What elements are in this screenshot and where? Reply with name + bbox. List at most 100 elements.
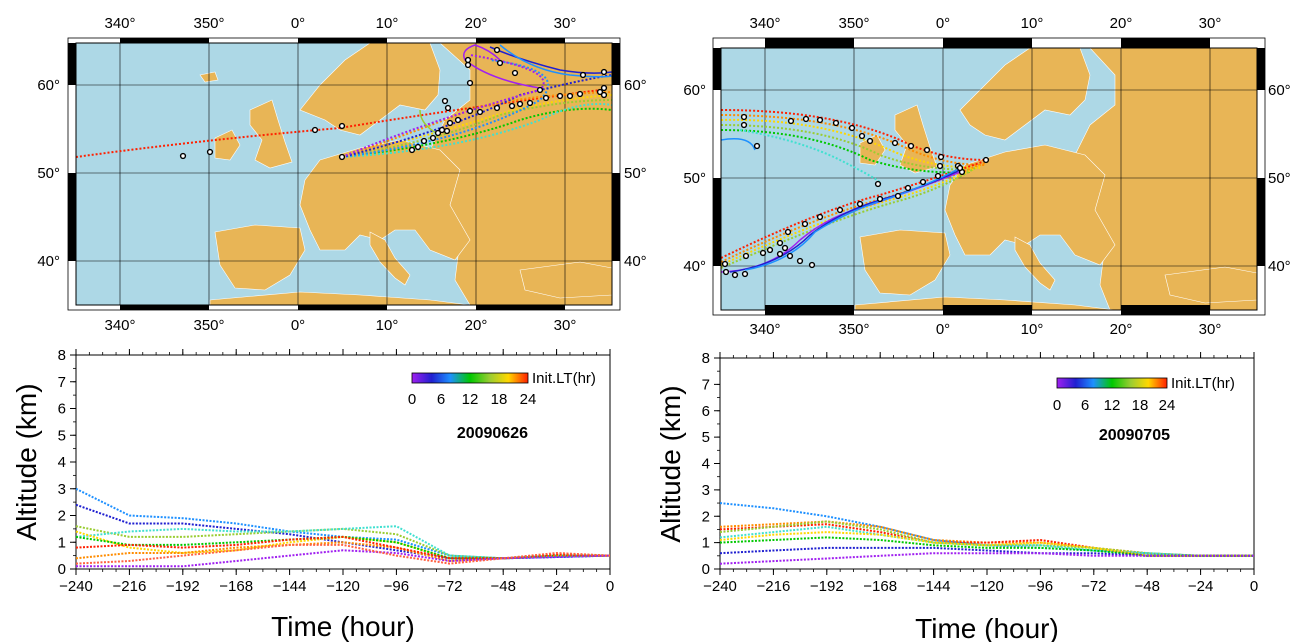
trajectory-marker (904, 184, 912, 192)
trajectory-marker (876, 195, 884, 203)
longitude-label: 20° (1110, 321, 1133, 338)
x-tick-label: −216 (757, 578, 791, 595)
trajectory-marker (508, 102, 516, 110)
scale-bar-segment (68, 173, 76, 261)
x-axis-label: Time (hour) (915, 613, 1059, 642)
trajectory-marker (566, 92, 574, 100)
x-tick-label: −120 (970, 578, 1004, 595)
longitude-label: 350° (193, 15, 224, 32)
x-tick-label: −48 (1134, 578, 1159, 595)
trajectory-marker (542, 94, 550, 102)
latitude-label: 60° (624, 77, 647, 94)
chart-series (719, 502, 1254, 565)
trajectory-marker (856, 200, 864, 208)
land-masses (199, 43, 612, 305)
y-tick-label: 3 (702, 482, 710, 499)
colorbar-tick: 6 (437, 391, 445, 408)
y-axis-label: Altitude (km) (655, 385, 686, 542)
longitude-label: 350° (838, 321, 869, 338)
trajectory-marker (493, 104, 501, 112)
chart-axes: −240 −216 −192 −168 −144 −120 −96 −72 −48 −24 0012… (702, 350, 1259, 595)
map-tick-labels: 340° 340° 350° 350° 0° 0° 10° 10° 20° 20° 30° 30° 60… (683, 15, 1290, 338)
longitude-label: 0° (291, 317, 305, 334)
trajectory-marker (848, 124, 856, 132)
trajectory-marker (766, 246, 774, 254)
trajectory-marker (722, 268, 730, 276)
trajectory-marker (816, 213, 824, 221)
longitude-label: 340° (749, 15, 780, 32)
longitude-label: 10° (376, 317, 399, 334)
x-tick-label: −192 (166, 578, 200, 595)
trajectory-marker (801, 220, 809, 228)
latitude-label: 60° (683, 82, 706, 99)
scale-bar-segment (298, 305, 387, 310)
trajectory-marker (466, 107, 474, 115)
trajectory-marker (600, 68, 608, 76)
latitude-label: 60° (37, 77, 60, 94)
colorbar-title: Init.LT(hr) (532, 370, 596, 387)
trajectory-marker (836, 206, 844, 214)
y-tick-label: 7 (58, 374, 66, 391)
scale-bar-segment (1257, 178, 1265, 266)
y-tick-label: 2 (702, 508, 710, 525)
trajectory-marker (740, 121, 748, 129)
scale-bar-segment (612, 43, 620, 85)
scale-bar-segment (943, 305, 1032, 315)
scale-bar-segment (713, 48, 721, 90)
altitude-chart-left: −240 −216 −192 −168 −144 −120 −96 −72 −48 −24 0012… (11, 347, 614, 642)
scale-bar-segment (68, 43, 76, 85)
trajectory-markers (721, 113, 990, 279)
x-tick-label: −120 (326, 578, 360, 595)
trajectory-marker (891, 139, 899, 147)
scale-bar-segment (120, 305, 209, 310)
longitude-label: 340° (104, 317, 135, 334)
trajectory-marker (934, 172, 942, 180)
colorbar-tick: 6 (1081, 397, 1089, 414)
land-masses (854, 48, 1257, 310)
latitude-label: 50° (37, 165, 60, 182)
trajectory-marker (721, 260, 729, 268)
colorbar-tick: 18 (491, 391, 508, 408)
trajectory-marker (464, 61, 472, 69)
trajectory-marker (434, 129, 442, 137)
trajectory-marker (556, 92, 564, 100)
altitude-series-line (75, 535, 611, 560)
y-tick-label: 0 (58, 561, 66, 578)
y-tick-label: 1 (58, 534, 66, 551)
colorbar: Init.LT(hr) 0 6 12 18 24 (1053, 375, 1235, 414)
trajectory-marker (579, 71, 587, 79)
y-tick-label: 8 (702, 350, 710, 367)
trajectory-marker (786, 252, 794, 260)
trajectory-marker (454, 116, 462, 124)
colorbar-tick: 24 (520, 391, 537, 408)
altitude-chart-right: −240 −216 −192 −168 −144 −120 −96 −72 −48 −24 0012… (655, 350, 1258, 642)
colorbar-tick: 0 (408, 391, 416, 408)
trajectory-marker (808, 261, 816, 269)
y-tick-label: 6 (702, 403, 710, 420)
y-tick-label: 3 (58, 481, 66, 498)
x-tick-label: 0 (606, 578, 614, 595)
trajectory-marker (907, 142, 915, 150)
scale-bar-segment (943, 38, 1032, 48)
trajectory-marker (600, 91, 608, 99)
trajectory-marker (776, 239, 784, 247)
trajectory-map-left: 340° 340° 350° 350° 0° 0° 10° 10° 20° 20° 30° 30° 60… (37, 15, 646, 334)
longitude-label: 340° (104, 15, 135, 32)
trajectory-marker (526, 99, 534, 107)
x-tick-label: −96 (384, 578, 409, 595)
longitude-label: 0° (291, 15, 305, 32)
longitude-label: 10° (376, 15, 399, 32)
x-tick-label: −24 (544, 578, 569, 595)
altitude-series-line (719, 552, 1254, 565)
scale-bar-segment (612, 173, 620, 261)
latitude-label: 40° (683, 258, 706, 275)
map-tick-labels: 340° 340° 350° 350° 0° 0° 10° 10° 20° 20° 30° 30° 60… (37, 15, 646, 334)
latitude-label: 50° (1268, 170, 1291, 187)
scale-bar-segment (1121, 38, 1210, 48)
trajectory-marker (493, 46, 501, 54)
x-tick-label: −216 (113, 578, 147, 595)
trajectory-marker (206, 148, 214, 156)
plot-area (75, 354, 611, 570)
latitude-label: 60° (1268, 82, 1291, 99)
trajectory-marker (874, 180, 882, 188)
